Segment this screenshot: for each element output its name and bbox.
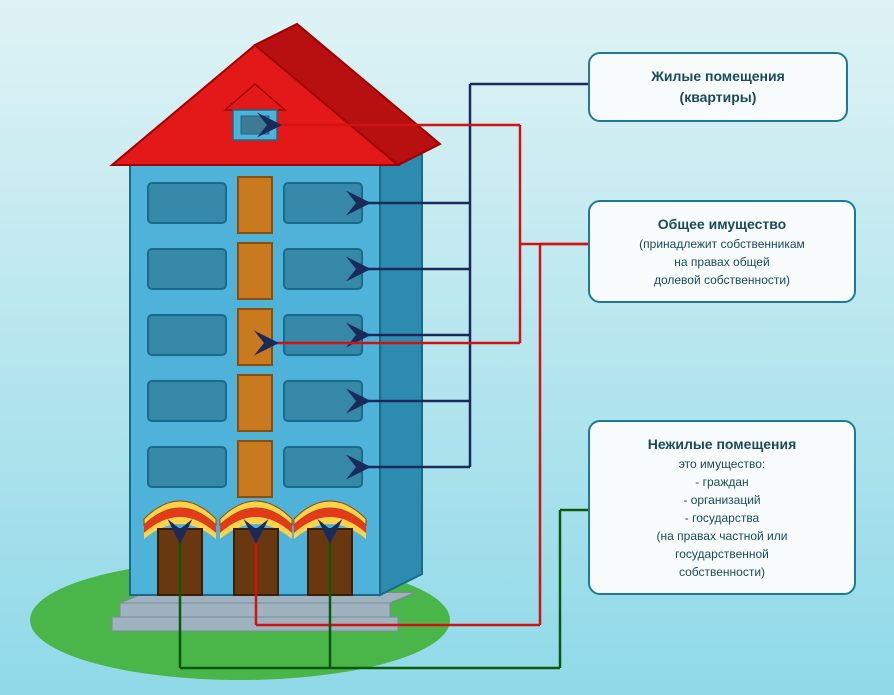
info-box-residential: Жилые помещения (квартиры) — [588, 52, 848, 122]
grass-ellipse — [30, 560, 450, 680]
box3-line1: это имущество: — [608, 455, 836, 473]
box1-subtitle: (квартиры) — [608, 87, 828, 108]
box3-line3: - организаций — [608, 491, 836, 509]
info-box-nonresidential: Нежилые помещения это имущество: - гражд… — [588, 420, 856, 595]
box2-line3: долевой собственности) — [608, 271, 836, 289]
info-box-common-property: Общее имущество (принадлежит собственник… — [588, 200, 856, 303]
box3-line5: (на правах частной или — [608, 527, 836, 545]
box3-line2: - граждан — [608, 473, 836, 491]
box2-line2: на правах общей — [608, 253, 836, 271]
box3-line4: - государства — [608, 509, 836, 527]
box3-line7: собственности) — [608, 563, 836, 581]
box2-title: Общее имущество — [608, 214, 836, 235]
box3-line6: государственной — [608, 545, 836, 563]
box2-line1: (принадлежит собственникам — [608, 235, 836, 253]
box3-title: Нежилые помещения — [608, 434, 836, 455]
box1-title: Жилые помещения — [608, 66, 828, 87]
